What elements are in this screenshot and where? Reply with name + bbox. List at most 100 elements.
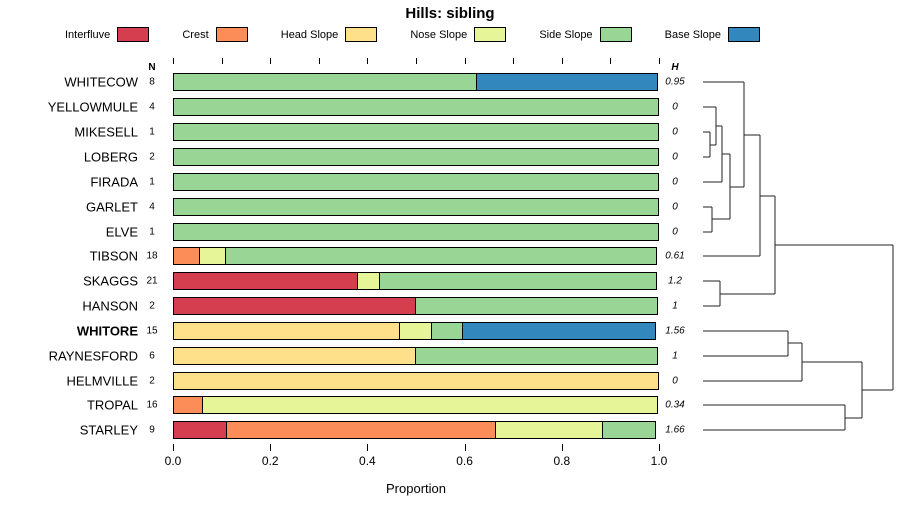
legend-swatch-side-slope [599,27,632,42]
legend-item: Side Slope [539,27,632,42]
minor-tick [659,58,660,64]
legend-label: Head Slope [280,28,339,41]
stacked-bar [173,272,659,291]
h-value: 1.2 [668,275,682,287]
stacked-bar [173,172,659,191]
stacked-bar [173,421,659,440]
legend-swatch-base-slope [727,27,760,42]
minor-tick [318,58,320,64]
legend-label: Side Slope [539,28,593,41]
bar-segment-interfluve [173,297,416,316]
n-column-header: N [148,62,156,73]
bar-segment-head-slope [173,371,659,390]
h-value: 0 [672,151,678,163]
minor-tick [513,58,515,64]
minor-tick [270,58,272,64]
x-tick-label: 0.2 [261,454,279,468]
h-column-header: H [671,62,679,73]
legend-swatch-nose-slope [474,27,507,42]
n-value: 18 [146,250,158,262]
n-value: 16 [146,399,158,411]
legend-swatch-crest [215,27,248,42]
n-value: 9 [149,424,155,436]
legend-label: Interfluve [65,28,111,41]
legend-swatch-head-slope [345,27,378,42]
bar-segment-side-slope [173,197,659,216]
minor-tick [221,58,223,64]
bar-segment-side-slope [173,98,659,117]
row-label: GARLET [85,199,138,215]
stacked-bar [173,98,659,117]
n-value: 4 [149,101,155,113]
bar-row: TIBSON 18 0.61 [0,244,900,269]
h-value: 0.61 [665,250,685,262]
bar-segment-head-slope [173,321,400,340]
bar-row: ELVE 1 0 [0,219,900,244]
bar-segment-side-slope [173,73,477,92]
bar-segment-nose-slope [495,421,604,440]
x-tick [367,444,369,451]
stacked-bar [173,147,659,166]
bar-segment-side-slope [225,247,657,266]
h-value: 0 [672,375,678,387]
legend-swatch-interfluve [117,27,150,42]
legend-label: Nose Slope [410,28,468,41]
row-label: MIKESELL [74,124,138,140]
bar-segment-side-slope [602,421,656,440]
stacked-bar [173,346,659,365]
bar-segment-interfluve [173,272,359,291]
n-value: 2 [149,300,155,312]
bar-segment-side-slope [415,346,658,365]
x-tick [659,444,660,451]
bar-row: MIKESELL 1 0 [0,120,900,145]
legend-label: Base Slope [664,28,721,41]
minor-tick [416,58,417,64]
n-value: 6 [149,350,155,362]
h-value: 0.34 [665,399,685,411]
h-value: 1.66 [665,424,685,436]
minor-tick [610,58,612,64]
bar-segment-side-slope [173,123,659,142]
bar-row: YELLOWMULE 4 0 [0,95,900,120]
bar-segment-side-slope [173,147,659,166]
minor-tick [173,58,174,64]
bar-segment-side-slope [415,297,658,316]
h-value: 0 [672,176,678,188]
bar-row: WHITECOW 8 0.95 [0,70,900,95]
row-label: WHITORE [76,323,138,339]
x-tick [173,444,174,451]
row-label: STARLEY [79,422,138,438]
x-tick [270,444,272,451]
h-value: 0 [672,126,678,138]
legend-label: Crest [182,28,209,41]
minor-tick [561,58,563,64]
row-label: SKAGGS [83,273,138,289]
x-tick-label: 0.8 [553,454,571,468]
n-value: 1 [149,126,155,138]
stacked-bar [173,222,659,241]
x-tick [561,444,563,451]
bar-segment-interfluve [173,421,227,440]
row-label: YELLOWMULE [47,99,138,115]
bar-row: RAYNESFORD 6 1 [0,343,900,368]
stacked-bar [173,321,659,340]
bar-segment-nose-slope [398,321,432,340]
bar-row: STARLEY 9 1.66 [0,418,900,443]
h-value: 1 [672,300,678,312]
row-label: RAYNESFORD [48,348,138,364]
bar-row: TROPAL 16 0.34 [0,393,900,418]
bar-segment-base-slope [461,321,656,340]
n-value: 1 [149,176,155,188]
n-value: 4 [149,201,155,213]
h-value: 0 [672,201,678,213]
x-axis-label: Proportion [386,481,446,496]
x-tick [464,444,466,451]
stacked-bar [173,371,659,390]
n-value: 8 [149,76,155,88]
chart-title: Hills: sibling [405,5,495,22]
stacked-bar [173,73,659,92]
legend-item: Crest [182,27,248,42]
row-label: HELMVILLE [66,373,138,389]
h-value: 1.56 [665,325,685,337]
